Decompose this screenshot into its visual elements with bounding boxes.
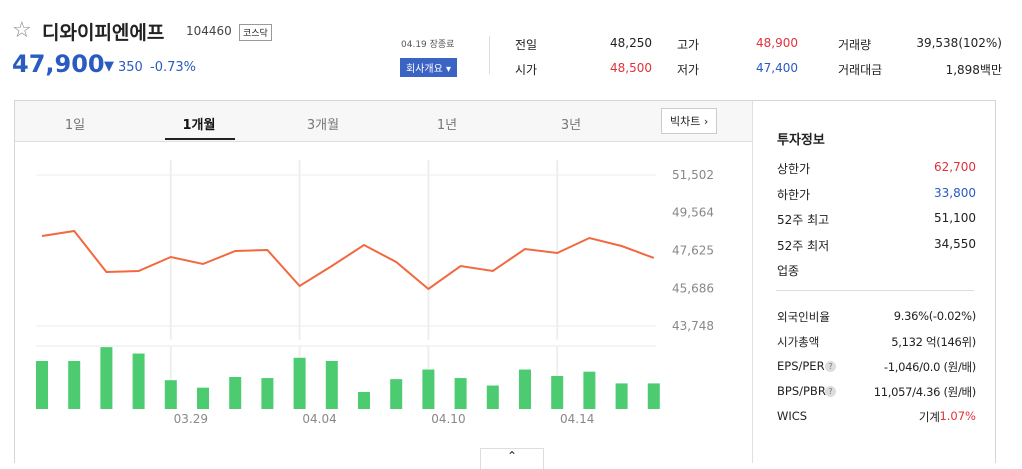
invest-extra: 1.07%	[939, 409, 976, 423]
volume-bar	[68, 361, 81, 409]
chart-box	[14, 100, 996, 463]
tab[interactable]: 1개월	[182, 118, 216, 133]
tab[interactable]: 1년	[436, 118, 458, 133]
invest-label: 외국인비율	[777, 310, 830, 324]
quote-label: 거래량	[838, 38, 872, 52]
invest-value: 기계	[918, 410, 940, 424]
y-tick-label: 51,502	[672, 168, 714, 182]
volume-bar	[422, 369, 435, 409]
big-chart-button[interactable]: 빅차트 ›	[661, 108, 718, 134]
price: 47,900	[12, 50, 105, 78]
volume-bar	[551, 375, 564, 409]
star-icon[interactable]: ☆	[12, 18, 32, 43]
y-tick-label: 49,564	[672, 206, 714, 220]
tab[interactable]: 3년	[560, 118, 582, 133]
invest-label: 업종	[777, 264, 800, 278]
quote-label: 거래대금	[838, 63, 883, 77]
invest-value: 11,057/4.36 (원/배)	[873, 385, 977, 399]
company-button[interactable]: 회사개요 ▾	[400, 58, 458, 77]
quote-value: 48,900	[756, 36, 798, 50]
invest-label: 하한가	[777, 187, 811, 202]
volume-bar	[647, 383, 660, 409]
collapse-button[interactable]: ⌃	[480, 448, 544, 469]
x-tick-label: 04.10	[431, 412, 465, 426]
chart: 51,502 49,564 47,625 45,686 43,748 03.29 04.04…	[36, 160, 714, 426]
market-badge: 코스닥	[239, 24, 272, 41]
volume-bar	[132, 353, 145, 409]
volume-bar	[583, 371, 596, 409]
volume-bar	[615, 383, 628, 409]
quote-value: 39,538(102%)	[916, 36, 1002, 50]
x-tick-label: 03.29	[174, 412, 208, 426]
invest-value: -1,046/0.0 (원/배)	[883, 360, 976, 374]
volume-bar	[261, 378, 274, 409]
invest-value: 33,800	[934, 185, 976, 200]
stock-code: 104460	[186, 24, 232, 38]
quote-label: 전일	[515, 38, 538, 52]
quote-label: 고가	[677, 38, 700, 52]
down-arrow: ▼	[104, 59, 114, 74]
volume-bar	[390, 379, 403, 409]
y-tick-label: 43,748	[672, 319, 714, 333]
invest-value: 62,700	[934, 160, 976, 174]
divider	[489, 36, 490, 74]
x-tick-label: 04.04	[302, 412, 336, 426]
quote-value: 48,500	[610, 61, 652, 75]
volume-bar	[325, 361, 338, 409]
volume-bar	[486, 385, 499, 409]
price-line	[41, 229, 655, 291]
quote-value: 1,898백만	[945, 63, 1002, 77]
tab[interactable]: 1일	[64, 118, 86, 133]
invest-label: 52주 최고	[777, 213, 830, 227]
invest-value: 34,550	[934, 236, 976, 251]
invest-label: BPS/PBR	[777, 384, 826, 398]
volume-bar	[100, 347, 113, 409]
volume-bar	[358, 391, 370, 409]
tab-bar	[15, 101, 752, 142]
volume-bar	[519, 369, 531, 409]
quote-label: 시가	[515, 63, 538, 77]
volume-bar	[197, 387, 209, 409]
x-tick-label: 04.14	[560, 412, 594, 426]
active-tab-underline	[165, 138, 235, 140]
quote-value: 48,250	[610, 36, 652, 50]
volume-bar	[293, 357, 306, 409]
invest-label: 시가총액	[777, 335, 820, 349]
y-tick-label: 45,686	[672, 281, 714, 295]
stock-name: 디와이피엔에프	[42, 22, 165, 44]
volume-bar	[454, 378, 467, 409]
invest-title: 투자정보	[777, 133, 825, 148]
y-tick-label: 47,625	[672, 244, 714, 258]
divider	[776, 290, 974, 291]
invest-label: 52주 최저	[777, 238, 830, 253]
divider	[752, 101, 753, 463]
invest-label: WICS	[777, 409, 808, 423]
change: 350	[118, 60, 143, 75]
invest-label: EPS/PER	[777, 359, 825, 373]
quote-label: 저가	[677, 63, 700, 77]
button-text: 회사개요	[406, 64, 443, 75]
help-icon: ?	[825, 386, 836, 397]
invest-value: 9.36%(-0.02%)	[893, 309, 977, 323]
volume-bar	[164, 380, 177, 409]
volume-bar	[36, 361, 48, 409]
help-icon: ?	[825, 361, 836, 372]
quote-value: 47,400	[756, 61, 798, 75]
invest-value: 51,100	[934, 211, 976, 225]
button-text: 빅차트	[670, 115, 701, 128]
volume-bar	[229, 377, 242, 409]
tab[interactable]: 3개월	[306, 118, 340, 133]
invest-label: 상한가	[777, 162, 811, 176]
market-status: 04.19 장종료	[401, 40, 455, 50]
invest-value: 5,132 억(146위)	[891, 335, 976, 349]
change-pct: -0.73%	[150, 60, 196, 75]
